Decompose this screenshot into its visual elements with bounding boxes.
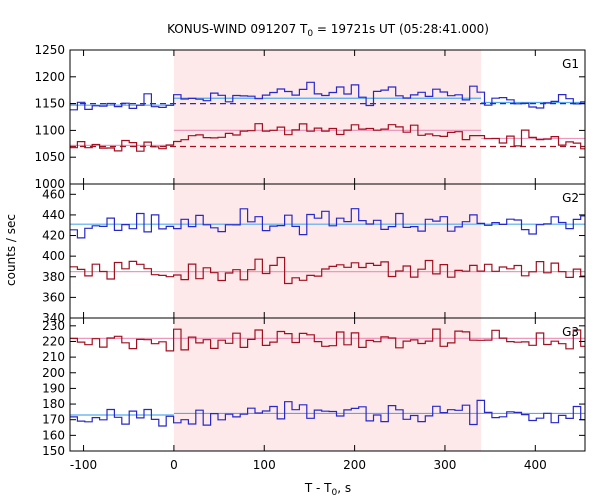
panel-label: G2 bbox=[562, 191, 579, 205]
y-tick-label: 190 bbox=[42, 381, 65, 395]
y-tick-label: 170 bbox=[42, 413, 65, 427]
y-tick-label: 360 bbox=[42, 290, 65, 304]
y-tick-label: 460 bbox=[42, 187, 65, 201]
x-tick-label: 200 bbox=[343, 458, 366, 472]
y-axis-title: counts / sec bbox=[4, 214, 18, 286]
red-count-histogram bbox=[70, 123, 585, 152]
y-tick-label: 1150 bbox=[34, 97, 65, 111]
y-tick-label: 440 bbox=[42, 208, 65, 222]
y-tick-label: 1100 bbox=[34, 123, 65, 137]
y-tick-label: 210 bbox=[42, 350, 65, 364]
y-tick-label: 180 bbox=[42, 397, 65, 411]
plot-area: 100010501100115012001250G134036038040042… bbox=[34, 43, 586, 472]
red-count-histogram bbox=[70, 328, 585, 352]
panel-g1-series bbox=[70, 81, 585, 152]
y-tick-label: 400 bbox=[42, 249, 65, 263]
panel-g3-frame bbox=[69, 317, 586, 452]
panel-g2-series bbox=[70, 208, 585, 285]
blue-count-histogram bbox=[70, 208, 585, 239]
y-tick-label: 1250 bbox=[34, 43, 65, 57]
y-tick-label: 1200 bbox=[34, 70, 65, 84]
blue-count-histogram bbox=[70, 81, 585, 111]
burst-interval-shade bbox=[173, 50, 482, 451]
panel-g3-series bbox=[70, 328, 585, 427]
y-tick-label: 1000 bbox=[34, 177, 65, 191]
y-tick-label: 150 bbox=[42, 444, 65, 458]
x-tick-label: 400 bbox=[524, 458, 547, 472]
x-axis-title: T - T0, s bbox=[304, 481, 351, 498]
panel-label: G1 bbox=[562, 57, 579, 71]
y-tick-label: 1050 bbox=[34, 150, 65, 164]
y-tick-label: 380 bbox=[42, 270, 65, 284]
y-tick-label: 200 bbox=[42, 366, 65, 380]
y-tick-label: 420 bbox=[42, 229, 65, 243]
x-tick-label: -100 bbox=[70, 458, 97, 472]
panel-label: G3 bbox=[562, 325, 579, 339]
blue-count-histogram bbox=[70, 399, 585, 427]
y-tick-label: 340 bbox=[42, 311, 65, 325]
y-tick-label: 230 bbox=[42, 319, 65, 333]
red-count-histogram bbox=[70, 256, 585, 285]
x-tick-label: 300 bbox=[434, 458, 457, 472]
y-tick-label: 220 bbox=[42, 334, 65, 348]
y-tick-label: 160 bbox=[42, 428, 65, 442]
x-tick-label: 0 bbox=[170, 458, 178, 472]
x-tick-label: 100 bbox=[253, 458, 276, 472]
chart-title: KONUS-WIND 091207 T0 = 19721s UT (05:28:… bbox=[167, 22, 489, 39]
